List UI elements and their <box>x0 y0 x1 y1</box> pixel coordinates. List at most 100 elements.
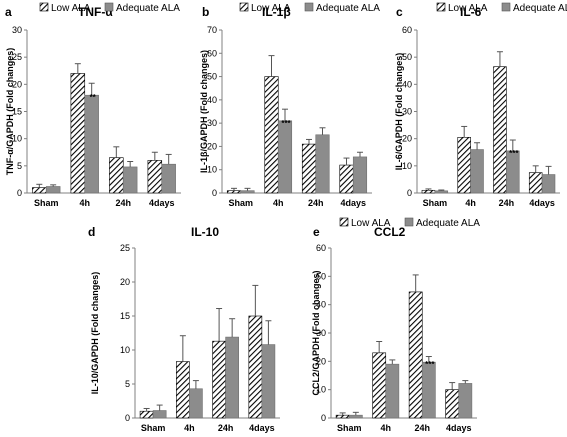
bar-adequate-ala <box>352 156 368 194</box>
bar-low-ala <box>339 164 354 194</box>
panel-letter: b <box>202 5 209 19</box>
bar-low-ala <box>226 190 242 194</box>
x-tick-label: Sham <box>141 423 166 433</box>
bar-low-ala <box>248 315 263 419</box>
x-tick-label: 4days <box>446 423 472 433</box>
y-tick-label: 30 <box>402 107 412 117</box>
x-tick-label: Sham <box>34 198 59 208</box>
x-tick-label: 24h <box>115 198 131 208</box>
bar-adequate-ala <box>45 186 61 194</box>
y-tick-label: 10 <box>207 165 217 175</box>
y-tick-label: 40 <box>207 95 217 105</box>
bar-low-ala <box>408 291 423 419</box>
bar-adequate-ala <box>434 190 449 194</box>
legend-swatch-low <box>339 217 349 227</box>
y-tick-label: 10 <box>120 345 130 355</box>
y-axis-label: TNF-α/GAPDH (Fold changes) <box>5 48 15 176</box>
legend-label-adequate: Adequate ALA <box>513 3 567 14</box>
significance-marker: *** <box>281 119 291 128</box>
bar-adequate-ala <box>225 336 239 419</box>
bar-adequate-ala <box>315 134 330 194</box>
panel-letter: e <box>313 225 320 239</box>
y-tick-label: 15 <box>120 311 130 321</box>
bar-adequate-ala <box>240 190 255 194</box>
legend-label-low: Low ALA <box>351 218 391 229</box>
y-tick-label: 60 <box>316 243 326 253</box>
panel-title: TNF-α <box>78 5 113 19</box>
y-tick-label: 0 <box>17 188 22 198</box>
y-tick-label: 0 <box>407 188 412 198</box>
legend-swatch-adequate <box>304 2 314 12</box>
bar-low-ala <box>372 352 387 419</box>
y-tick-label: 20 <box>120 277 130 287</box>
bar-adequate-ala <box>541 174 556 194</box>
legend-swatch-low <box>239 2 249 12</box>
y-tick-label: 30 <box>12 25 22 35</box>
panel-title: CCL2 <box>374 225 406 239</box>
x-tick-label: 4days <box>249 423 275 433</box>
y-tick-label: 25 <box>120 243 130 253</box>
y-tick-label: 15 <box>12 107 22 117</box>
bar-adequate-ala <box>84 94 99 194</box>
x-tick-label: 4h <box>184 423 195 433</box>
y-axis-label: CCL2/GAPDH (Fold changes) <box>311 270 321 395</box>
y-tick-label: 25 <box>12 52 22 62</box>
bar-low-ala <box>32 187 47 194</box>
bar-low-ala <box>264 76 279 194</box>
legend-label-low: Low ALA <box>51 3 91 14</box>
x-tick-label: 4days <box>149 198 175 208</box>
legend: Low ALA Adequate ALA <box>239 2 380 14</box>
bar-adequate-ala <box>277 120 293 194</box>
legend-swatch-adequate <box>501 2 511 12</box>
legend-swatch-adequate <box>104 2 114 12</box>
panel-letter: c <box>396 5 403 19</box>
legend-label-adequate: Adequate ALA <box>116 3 180 14</box>
bar-low-ala <box>528 172 543 194</box>
y-tick-label: 30 <box>207 118 217 128</box>
bar-adequate-ala <box>458 383 473 419</box>
bar-adequate-ala <box>385 363 400 419</box>
bar-low-ala <box>109 157 124 194</box>
y-tick-label: 60 <box>402 25 412 35</box>
x-tick-label: 4h <box>465 198 476 208</box>
y-tick-label: 0 <box>321 413 326 423</box>
bar-low-ala <box>147 160 163 194</box>
x-tick-label: 4days <box>340 198 366 208</box>
bar-adequate-ala <box>152 410 167 419</box>
legend-label-adequate: Adequate ALA <box>316 3 380 14</box>
legend-label-low: Low ALA <box>448 3 488 14</box>
legend: Low ALA Adequate ALA <box>39 2 180 14</box>
y-axis-label: IL-10/GAPDH (Fold changes) <box>90 272 100 395</box>
x-tick-label: 4h <box>79 198 90 208</box>
panel-title: IL-10 <box>191 225 219 239</box>
significance-marker: *** <box>425 360 435 369</box>
x-tick-label: 4days <box>529 198 555 208</box>
x-tick-label: 24h <box>414 423 430 433</box>
y-tick-label: 50 <box>207 72 217 82</box>
legend-swatch-adequate <box>404 217 414 227</box>
y-tick-label: 10 <box>402 161 412 171</box>
legend: Low ALA Adequate ALA <box>339 217 480 229</box>
legend-label-low: Low ALA <box>251 3 291 14</box>
bar-adequate-ala <box>470 149 484 194</box>
y-tick-label: 30 <box>316 328 326 338</box>
y-tick-label: 5 <box>125 379 130 389</box>
bar-adequate-ala <box>421 361 436 419</box>
bar-adequate-ala <box>122 166 138 194</box>
bar-low-ala <box>335 414 350 419</box>
x-tick-label: 24h <box>499 198 515 208</box>
y-tick-label: 20 <box>316 356 326 366</box>
x-tick-label: Sham <box>228 198 253 208</box>
legend-swatch-low <box>436 2 446 12</box>
bar-adequate-ala <box>161 163 176 194</box>
y-tick-label: 60 <box>207 48 217 58</box>
y-tick-label: 70 <box>207 25 217 35</box>
bar-low-ala <box>212 340 226 419</box>
panel-title: IL-6 <box>460 5 482 19</box>
y-tick-label: 40 <box>316 300 326 310</box>
